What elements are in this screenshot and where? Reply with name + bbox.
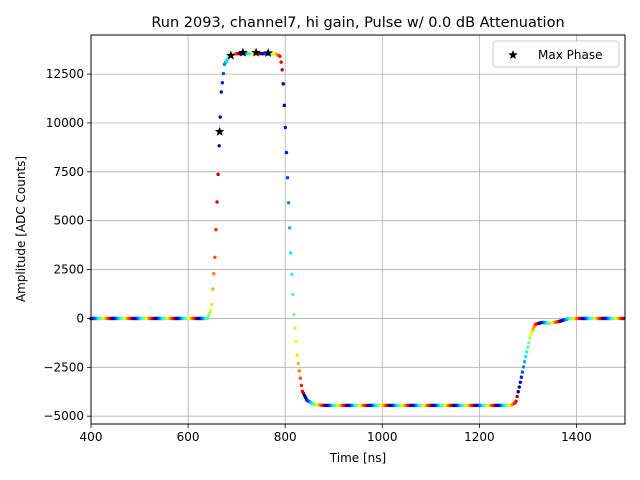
waveform-point xyxy=(518,380,523,384)
x-tick-label: 1000 xyxy=(367,430,398,444)
waveform-point xyxy=(215,200,219,204)
x-axis: 400 600 800 1000 1200 1400 xyxy=(80,424,592,444)
waveform-point xyxy=(515,394,519,399)
waveform-point xyxy=(294,339,298,344)
waveform-point xyxy=(526,345,530,349)
legend-label-max-phase: Max Phase xyxy=(538,48,602,62)
waveform-point xyxy=(282,103,287,108)
waveform-point xyxy=(207,311,212,316)
y-tick-label: 0 xyxy=(76,311,84,325)
waveform-point xyxy=(522,360,527,364)
legend: Max Phase xyxy=(492,40,620,68)
x-tick-label: 600 xyxy=(177,430,200,444)
waveform-point xyxy=(286,201,291,205)
waveform-point xyxy=(212,272,216,276)
max-phase-star xyxy=(251,47,261,57)
waveform-series xyxy=(89,51,626,408)
waveform-point xyxy=(514,399,518,403)
waveform-point xyxy=(299,383,304,388)
waveform-point xyxy=(216,172,220,177)
waveform-point xyxy=(295,353,299,357)
waveform-point xyxy=(530,330,534,334)
y-tick-label: 2500 xyxy=(53,263,84,277)
waveform-point xyxy=(523,354,528,359)
y-tick-label: 10000 xyxy=(46,116,84,130)
waveform-point xyxy=(292,312,296,317)
y-tick-label: −2500 xyxy=(43,360,84,374)
chart-title: Run 2093, channel7, hi gain, Pulse w/ 0.… xyxy=(151,15,564,31)
max-phase-series xyxy=(214,47,273,136)
y-axis: −5000 −2500 0 2500 5000 7500 10000 12500 xyxy=(43,67,91,423)
waveform-point xyxy=(289,251,293,255)
waveform-point xyxy=(529,332,533,337)
waveform-point xyxy=(278,54,282,59)
waveform-point xyxy=(209,302,214,307)
waveform-point xyxy=(525,350,529,354)
waveform-point xyxy=(527,340,531,345)
waveform-point xyxy=(285,176,290,180)
x-tick-label: 1400 xyxy=(561,430,592,444)
max-phase-star xyxy=(226,50,236,60)
grid xyxy=(90,35,625,424)
plot-frame xyxy=(90,34,626,425)
waveform-point xyxy=(280,68,284,72)
waveform-point xyxy=(290,272,294,277)
waveform-point xyxy=(218,115,222,119)
waveform-point xyxy=(214,227,218,232)
max-phase-star xyxy=(263,47,273,58)
waveform-point xyxy=(291,292,295,297)
waveform-point xyxy=(287,226,292,230)
waveform-point xyxy=(517,385,521,389)
waveform-point xyxy=(521,365,526,369)
waveform-point xyxy=(520,370,525,374)
y-tick-label: 12500 xyxy=(46,67,84,81)
waveform-point xyxy=(281,82,285,86)
waveform-point xyxy=(219,90,223,94)
legend-star-icon xyxy=(508,50,518,60)
waveform-point xyxy=(516,390,520,394)
waveform-point xyxy=(213,255,217,259)
waveform-point xyxy=(211,287,215,291)
waveform-point xyxy=(519,375,524,379)
waveform-point xyxy=(297,369,301,373)
x-tick-label: 1200 xyxy=(464,430,495,444)
waveform-point xyxy=(208,308,213,313)
max-phase-star xyxy=(214,126,225,136)
waveform-point xyxy=(221,71,226,76)
y-tick-label: 5000 xyxy=(53,214,84,228)
waveform-point xyxy=(206,314,211,318)
waveform-point xyxy=(279,60,283,64)
y-tick-label: 7500 xyxy=(53,165,84,179)
y-tick-label: −5000 xyxy=(43,409,84,423)
x-axis-label: Time [ns] xyxy=(329,451,386,465)
waveform-point xyxy=(220,81,225,85)
x-tick-label: 400 xyxy=(80,430,103,444)
waveform-point xyxy=(528,336,532,340)
waveform-point xyxy=(284,150,289,155)
waveform-point xyxy=(298,376,303,380)
waveform-point xyxy=(296,361,300,366)
waveform-point xyxy=(293,326,297,330)
y-axis-label: Amplitude [ADC Counts] xyxy=(14,156,28,302)
waveform-point xyxy=(531,327,535,331)
waveform-point xyxy=(283,125,288,130)
x-tick-label: 800 xyxy=(274,430,297,444)
legend-box xyxy=(492,40,620,68)
waveform-point xyxy=(217,144,221,148)
max-phase-star xyxy=(238,47,248,57)
